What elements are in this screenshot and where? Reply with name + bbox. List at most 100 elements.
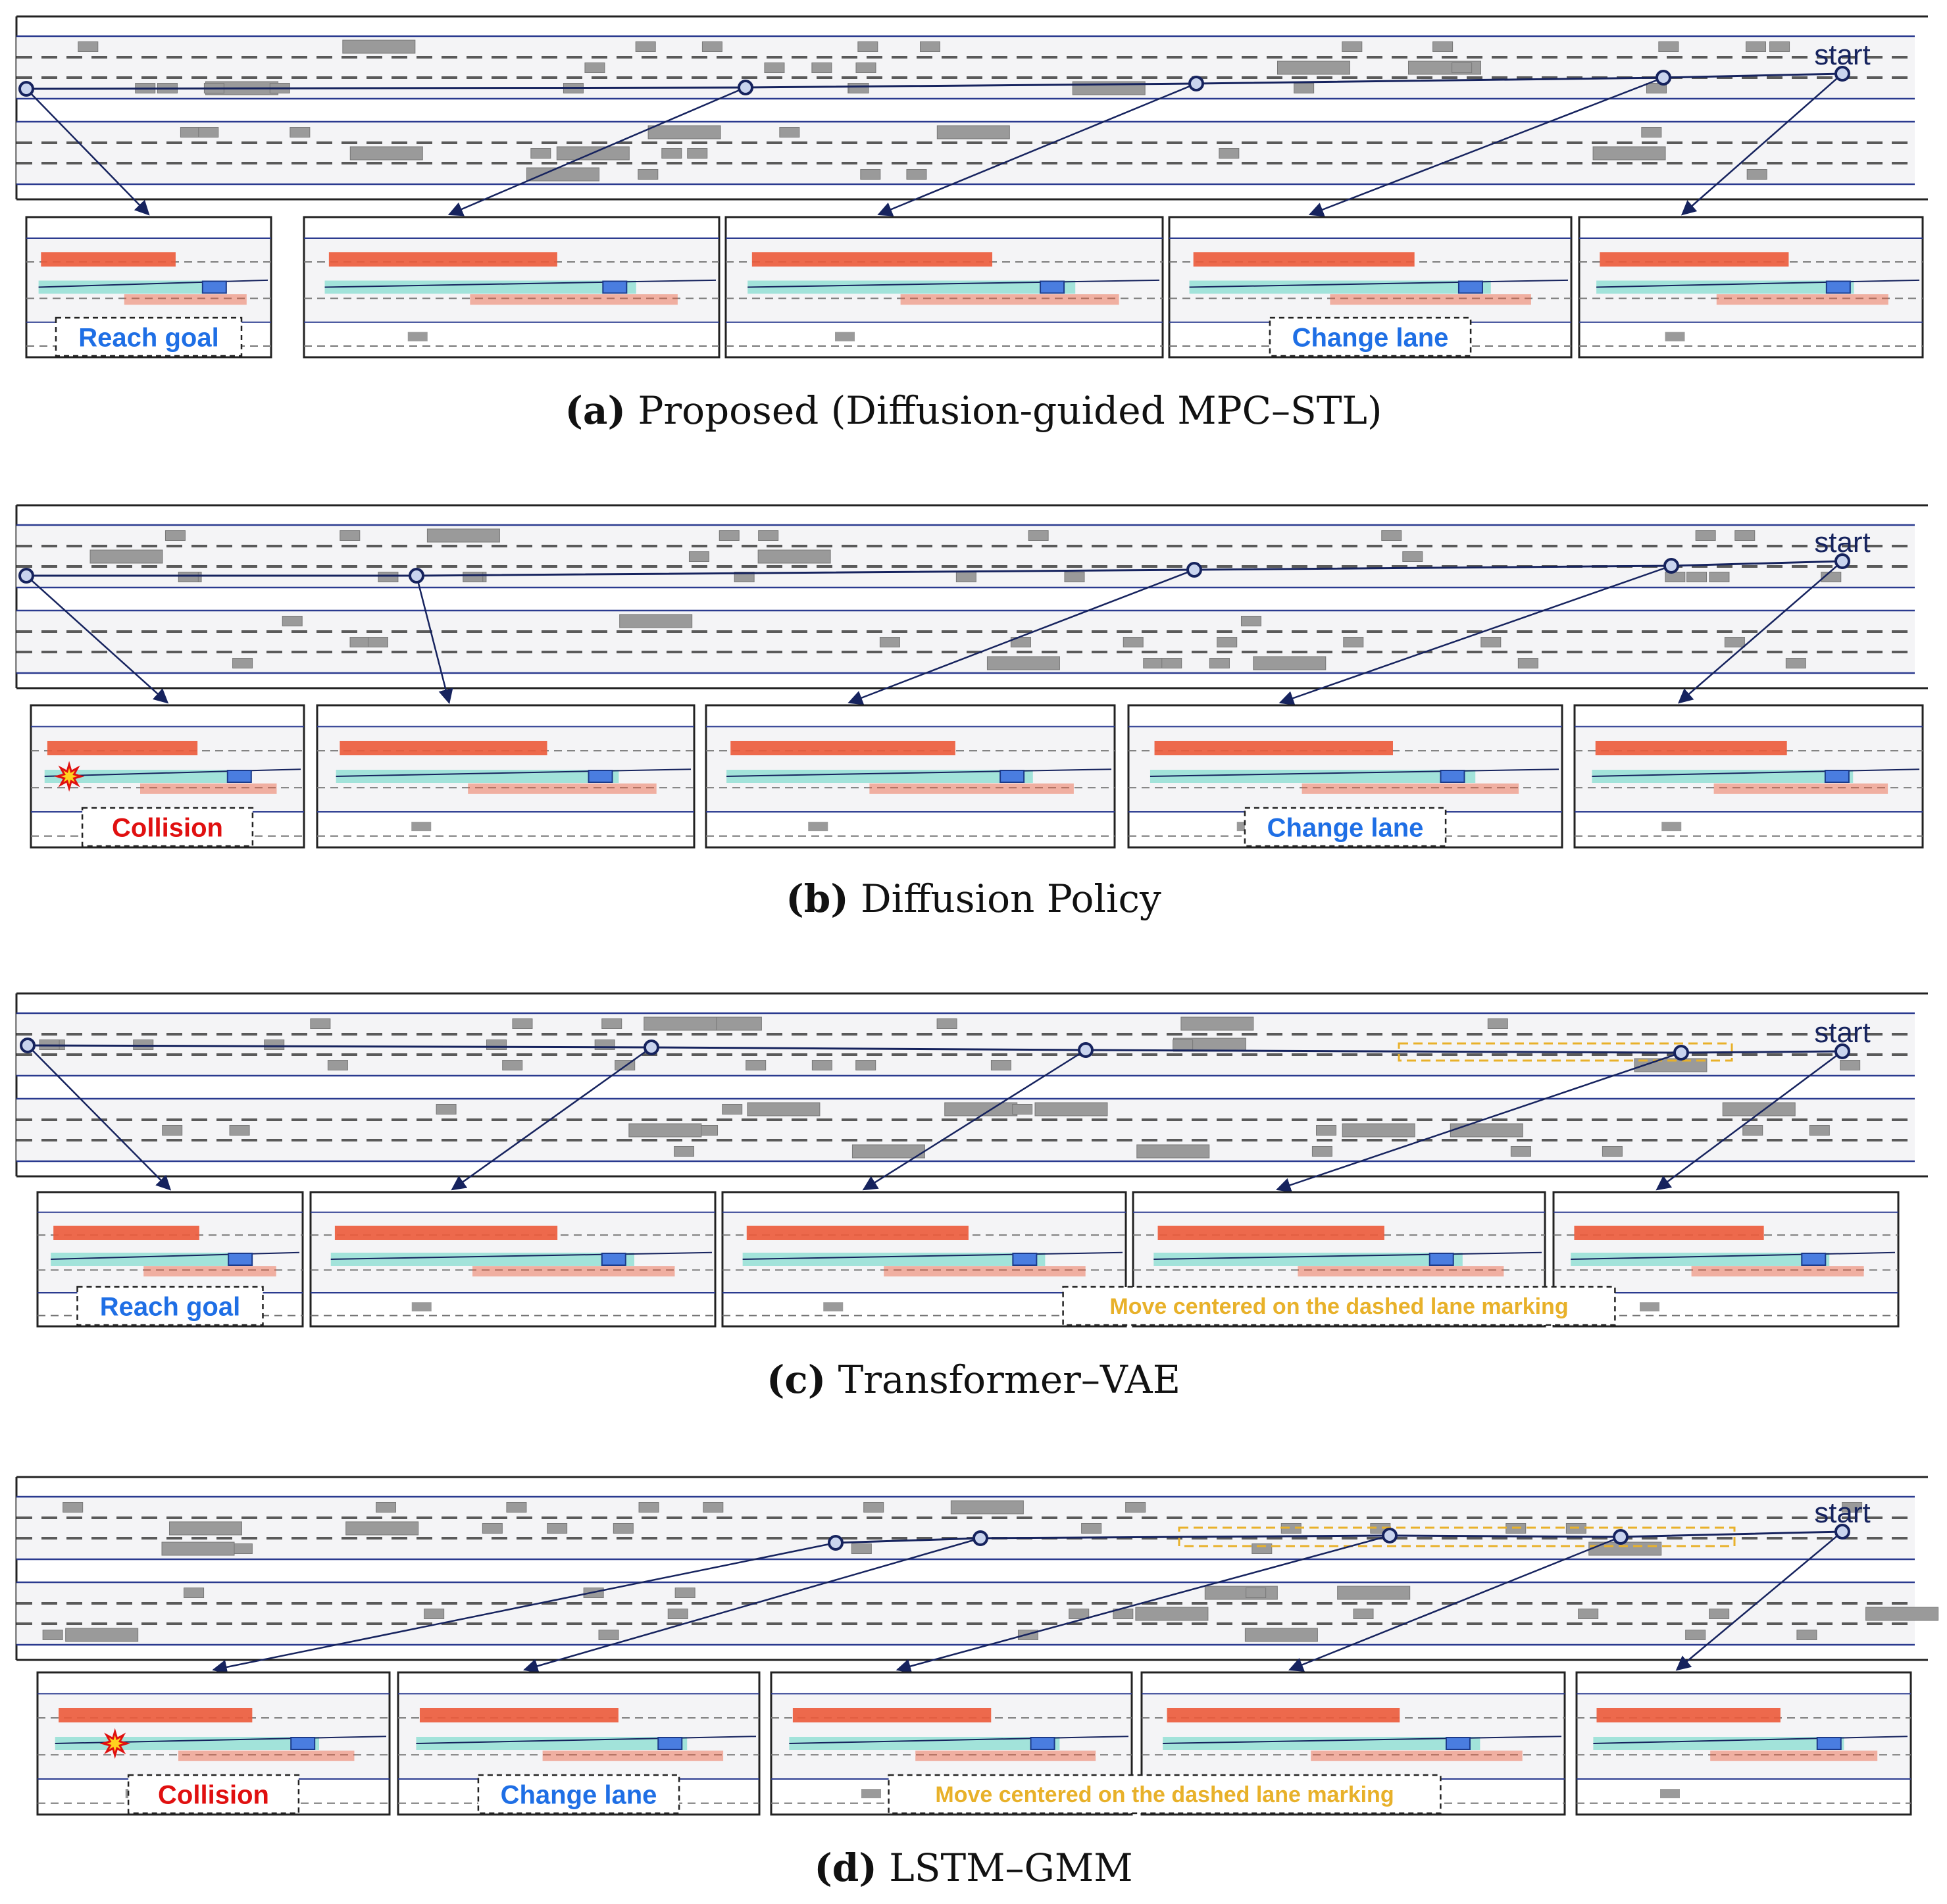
red-vehicle-prediction xyxy=(730,741,955,755)
ego-vehicle xyxy=(1040,280,1065,294)
traffic-vehicle xyxy=(855,63,876,73)
traffic-vehicle xyxy=(764,63,785,73)
ego-vehicle xyxy=(657,1737,683,1750)
caption-text: Proposed (Diffusion-guided MPC–STL) xyxy=(638,388,1382,433)
collision-burst-icon xyxy=(53,761,85,792)
caption-letter: (b) xyxy=(786,876,849,921)
traffic-vehicle xyxy=(955,572,976,582)
ego-vehicle xyxy=(1030,1737,1055,1750)
trajectory-waypoint xyxy=(1834,1524,1850,1540)
traffic-vehicle xyxy=(1661,822,1682,832)
caption-letter: (c) xyxy=(766,1357,826,1402)
traffic-vehicle xyxy=(290,127,311,138)
traffic-vehicle xyxy=(638,169,659,180)
traffic-vehicle xyxy=(950,1500,1024,1515)
trajectory-waypoint xyxy=(738,80,753,95)
trajectory-waypoint xyxy=(1656,70,1671,86)
red-vehicle-prediction-faded xyxy=(1691,1266,1864,1277)
traffic-vehicle xyxy=(1219,148,1240,159)
traffic-vehicle xyxy=(502,1060,523,1070)
traffic-vehicle xyxy=(349,637,370,647)
traffic-vehicle xyxy=(857,41,878,52)
traffic-vehicle xyxy=(1745,41,1766,52)
traffic-vehicle xyxy=(180,127,201,138)
traffic-vehicle xyxy=(310,1018,331,1029)
red-vehicle-prediction xyxy=(792,1708,992,1722)
snapshot-view-3 xyxy=(721,1191,1127,1328)
waypoint-arrow xyxy=(896,1534,1390,1674)
traffic-vehicle xyxy=(1480,637,1502,647)
snapshot-view-2 xyxy=(309,1191,717,1328)
planned-trajectory-band xyxy=(1189,280,1491,294)
red-vehicle-prediction xyxy=(746,1226,969,1240)
waypoint-arrow xyxy=(1675,1531,1843,1671)
traffic-vehicle xyxy=(161,1541,235,1556)
traffic-vehicle xyxy=(1709,1609,1730,1619)
traffic-vehicle xyxy=(1578,1609,1599,1619)
snapshot-trajectory xyxy=(789,1736,1129,1744)
snapshot-trajectory xyxy=(1189,279,1569,288)
trajectory-waypoint xyxy=(409,568,424,584)
traffic-vehicle xyxy=(1646,83,1667,93)
caption-text: Diffusion Policy xyxy=(861,876,1161,921)
red-vehicle-prediction-faded xyxy=(884,1266,1086,1277)
red-vehicle-prediction-faded xyxy=(1710,1750,1878,1761)
traffic-vehicle xyxy=(162,1125,183,1136)
traffic-vehicle xyxy=(482,1523,503,1534)
traffic-vehicle xyxy=(746,1060,767,1070)
traffic-vehicle xyxy=(1180,1016,1254,1031)
planned-trajectory-band xyxy=(1596,280,1854,294)
carriageway-lower xyxy=(16,1582,1915,1645)
traffic-vehicle xyxy=(613,1523,634,1534)
caption-letter: (d) xyxy=(814,1845,877,1890)
traffic-vehicle xyxy=(601,1018,622,1029)
snapshot-label-box xyxy=(76,1286,264,1326)
traffic-vehicle xyxy=(1452,63,1473,73)
ego-vehicle xyxy=(1429,1253,1454,1266)
waypoint-arrow xyxy=(447,86,746,216)
planned-trajectory-band xyxy=(1571,1253,1830,1266)
snapshot-label: Reach goal xyxy=(100,1292,240,1321)
trajectory-waypoint xyxy=(1673,1045,1689,1061)
snapshot-trajectory xyxy=(1150,768,1559,777)
red-vehicle-prediction xyxy=(41,252,176,267)
waypoint-arrow xyxy=(1278,564,1672,705)
traffic-vehicle xyxy=(863,1502,884,1513)
traffic-vehicle xyxy=(661,148,682,159)
ego-vehicle xyxy=(1445,1737,1471,1750)
traffic-vehicle xyxy=(164,530,186,541)
snapshot-view-5 xyxy=(1573,704,1924,849)
traffic-vehicle xyxy=(1685,1630,1706,1640)
traffic-vehicle xyxy=(1640,1302,1659,1312)
traffic-vehicle xyxy=(367,637,388,647)
trajectory-waypoint xyxy=(1186,562,1202,578)
traffic-vehicle xyxy=(526,167,600,182)
ego-vehicle xyxy=(290,1737,316,1750)
snapshot-label: Collision xyxy=(112,813,223,842)
traffic-vehicle xyxy=(1842,1502,1863,1513)
snapshot-road xyxy=(724,1212,1125,1293)
snapshot-road xyxy=(39,1212,301,1293)
planned-trajectory-band xyxy=(1163,1737,1480,1750)
traffic-vehicle xyxy=(1381,530,1402,541)
red-vehicle-prediction-faded xyxy=(143,1266,276,1277)
red-vehicle-prediction-faded xyxy=(1302,783,1519,794)
trajectory-waypoint xyxy=(1834,1043,1850,1059)
traffic-vehicle xyxy=(1069,1609,1090,1619)
traffic-vehicle xyxy=(1125,1502,1146,1513)
waypoint-arrow xyxy=(212,1541,836,1674)
snapshot-label-box xyxy=(1244,807,1447,847)
snapshot-label-box xyxy=(55,316,243,357)
collision-burst-icon xyxy=(99,1728,131,1759)
snapshot-label: Change lane xyxy=(1267,813,1424,842)
ego-vehicle xyxy=(1825,280,1851,294)
traffic-vehicle xyxy=(78,41,99,52)
waypoint-arrow xyxy=(1288,1536,1621,1672)
planned-trajectory-band xyxy=(1592,770,1854,783)
traffic-vehicle xyxy=(512,1018,533,1029)
red-vehicle-prediction-faded xyxy=(124,294,247,305)
carriageway-lower xyxy=(16,611,1915,673)
snapshot-trajectory xyxy=(44,768,301,777)
snapshot-trajectory xyxy=(416,1736,757,1744)
